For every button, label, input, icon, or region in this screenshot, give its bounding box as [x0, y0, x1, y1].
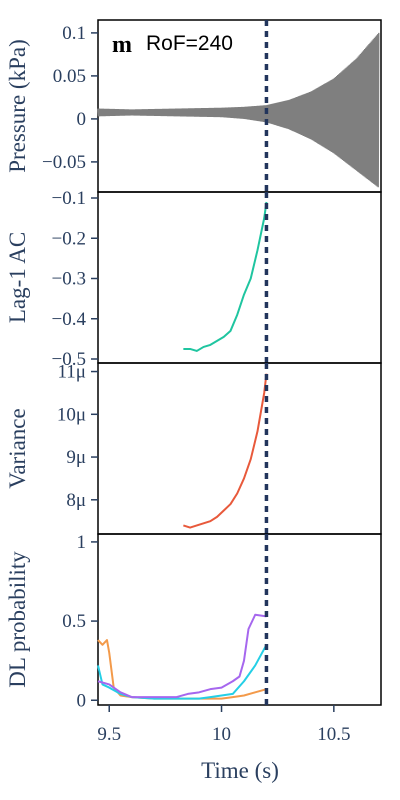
variance-series-line	[183, 373, 268, 529]
pressure-panel: 0.1 0.05 0 −0.05 Pressure (kPa)	[5, 19, 382, 193]
variance-ytick-label: 9μ	[66, 447, 86, 468]
lag1-ytick-label: −0.3	[52, 269, 86, 290]
pressure-ytick-label: −0.05	[42, 152, 86, 173]
lag1-y-axis-title: Lag-1 AC	[5, 232, 30, 323]
dl-ytick-label: 0.5	[62, 611, 86, 632]
variance-ytick-label: 8μ	[66, 490, 86, 511]
dl2-series-line	[97, 644, 268, 700]
xtick-label: 10	[212, 724, 231, 745]
dl-ytick-label: 0	[77, 690, 87, 711]
variance-panel: 11μ 10μ 9μ 8μ Variance	[5, 362, 382, 535]
lag1-ytick-label: −0.4	[52, 309, 87, 330]
lag1-ytick-label: −0.1	[52, 188, 86, 209]
pressure-ytick-label: 0.05	[53, 66, 86, 87]
dl-y-axis-title: DL probability	[5, 551, 30, 688]
x-axis-title: Time (s)	[201, 758, 279, 783]
dl-probability-panel: 1 0.5 0 DL probability	[5, 532, 382, 711]
lag1-series-line	[183, 201, 268, 352]
variance-ytick-label: 11μ	[58, 362, 86, 383]
dl-ytick-label: 1	[77, 532, 87, 553]
panel-letter: m	[112, 32, 132, 58]
lag1-frame	[97, 191, 382, 364]
variance-y-axis-title: Variance	[5, 408, 30, 488]
pressure-ytick-label: 0	[77, 109, 87, 130]
panel-tag: RoF=240	[146, 32, 233, 55]
pressure-ytick-label: 0.1	[62, 23, 86, 44]
dl3-series-line	[97, 613, 267, 699]
pressure-signal	[97, 32, 380, 188]
x-axis-ticks: 9.5 10 10.5	[97, 705, 350, 745]
xtick-label: 9.5	[97, 724, 121, 745]
lag1-ytick-label: −0.2	[52, 228, 86, 249]
variance-ytick-label: 10μ	[57, 404, 86, 425]
pressure-y-axis-title: Pressure (kPa)	[5, 39, 30, 173]
variance-frame	[97, 362, 382, 535]
lag1-ytick-label: −0.5	[52, 349, 86, 370]
lag1-ac-panel: −0.1 −0.2 −0.3 −0.4 −0.5 Lag-1 AC	[5, 188, 382, 370]
dl-frame	[97, 533, 382, 706]
xtick-label: 10.5	[317, 724, 350, 745]
